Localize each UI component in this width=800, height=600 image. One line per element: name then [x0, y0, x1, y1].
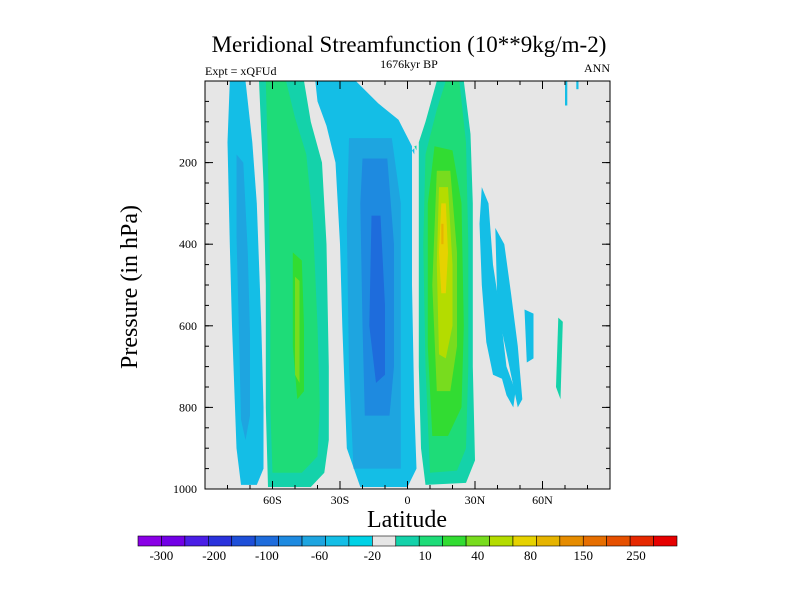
colorbar-label: -200	[202, 548, 226, 563]
colorbar-swatch	[559, 535, 584, 547]
colorbar-swatch	[489, 535, 514, 547]
contour-region-24	[576, 81, 579, 90]
colorbar-label: -300	[149, 548, 173, 563]
x-axis-label: Latitude	[367, 507, 447, 533]
colorbar-swatch	[512, 535, 537, 547]
colorbar-swatch	[161, 535, 186, 547]
colorbar-swatch	[208, 535, 233, 547]
y-tick-label: 800	[179, 400, 197, 414]
contour-region-23	[565, 81, 568, 106]
colorbar-label: 150	[574, 548, 594, 563]
contour-region-20	[495, 227, 523, 408]
colorbar-swatch	[536, 535, 561, 547]
contour-region-21	[524, 309, 534, 363]
contour-region-18	[414, 145, 417, 151]
axis-ticks: 60S 30S 0 30N 60N 200 400 600 800 1000	[173, 81, 610, 507]
colorbar-swatch	[442, 535, 467, 547]
colorbar: -300 -200 -100 -60 -20 10 40 80 150 250	[137, 535, 678, 563]
contour-region-10	[295, 276, 300, 383]
colorbar-swatch	[184, 535, 209, 547]
colorbar-swatch	[606, 535, 631, 547]
y-tick-label: 1000	[173, 482, 197, 496]
colorbar-label: 40	[471, 548, 484, 563]
colorbar-swatch	[325, 535, 350, 547]
subtitle-label: 1676kyr BP	[380, 57, 438, 71]
contour-region-17	[441, 223, 444, 245]
colorbar-swatch	[348, 535, 373, 547]
x-tick-label: 60N	[532, 493, 553, 507]
contour-region-22	[556, 317, 563, 400]
x-tick-label: 0	[405, 493, 411, 507]
colorbar-swatch	[137, 535, 162, 547]
colorbar-label: -20	[364, 548, 381, 563]
x-tick-label: 30N	[465, 493, 486, 507]
colorbar-swatch	[465, 535, 490, 547]
colorbar-label: 250	[626, 548, 646, 563]
x-tick-label: 30S	[331, 493, 350, 507]
colorbar-label: 80	[524, 548, 537, 563]
y-tick-label: 600	[179, 319, 197, 333]
contour-region-16	[439, 203, 448, 294]
colorbar-swatch	[231, 535, 256, 547]
season-label: ANN	[584, 61, 610, 75]
colorbar-swatch	[395, 535, 420, 547]
experiment-label: Expt = xQFUd	[205, 64, 276, 78]
colorbar-label: 10	[419, 548, 432, 563]
colorbar-swatch	[653, 535, 678, 547]
contour-fill	[227, 81, 579, 487]
colorbar-swatch	[278, 535, 303, 547]
contour-region-3	[412, 148, 415, 155]
colorbar-swatch	[301, 535, 326, 547]
x-tick-label: 60S	[263, 493, 282, 507]
colorbar-swatch	[372, 535, 397, 547]
colorbar-swatch	[254, 535, 279, 547]
y-tick-label: 200	[179, 156, 197, 170]
colorbar-label: -100	[255, 548, 279, 563]
contour-region-1	[236, 154, 250, 440]
chart-title: Meridional Streamfunction (10**9kg/m-2)	[212, 32, 607, 57]
contour-region-6	[369, 215, 385, 383]
colorbar-swatch	[418, 535, 443, 547]
colorbar-swatch	[582, 535, 607, 547]
colorbar-label: -60	[311, 548, 328, 563]
y-axis-label: Pressure (in hPa)	[117, 205, 143, 369]
colorbar-swatch	[629, 535, 654, 547]
y-tick-label: 400	[179, 237, 197, 251]
